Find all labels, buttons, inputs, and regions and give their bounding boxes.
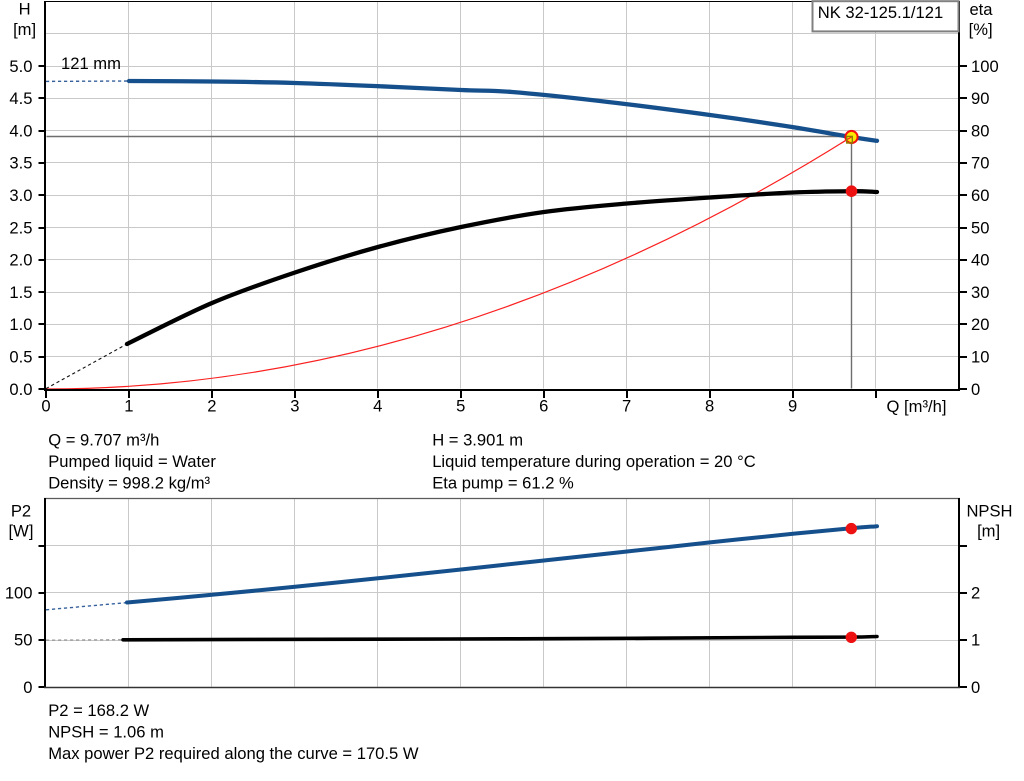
- svg-text:6: 6: [539, 397, 548, 416]
- svg-text:Eta pump = 61.2 %: Eta pump = 61.2 %: [432, 473, 574, 492]
- svg-text:60: 60: [971, 186, 989, 205]
- svg-text:5: 5: [456, 397, 465, 416]
- svg-text:Max power P2 required along th: Max power P2 required along the curve = …: [48, 744, 419, 763]
- svg-text:100: 100: [971, 57, 999, 76]
- svg-text:5.0: 5.0: [9, 57, 32, 76]
- svg-text:0: 0: [971, 678, 980, 697]
- svg-text:90: 90: [971, 89, 989, 108]
- svg-text:Q = 9.707 m³/h: Q = 9.707 m³/h: [48, 430, 159, 449]
- svg-text:40: 40: [971, 251, 989, 270]
- svg-text:1: 1: [971, 631, 980, 650]
- svg-text:3.0: 3.0: [9, 186, 32, 205]
- svg-text:[%]: [%]: [969, 20, 993, 39]
- svg-text:0: 0: [41, 397, 50, 416]
- svg-text:P2 = 168.2 W: P2 = 168.2 W: [48, 701, 149, 720]
- svg-text:20: 20: [971, 315, 989, 334]
- svg-text:10: 10: [971, 348, 989, 367]
- svg-text:1.5: 1.5: [9, 283, 32, 302]
- svg-text:NPSH = 1.06 m: NPSH = 1.06 m: [48, 722, 164, 741]
- svg-text:0: 0: [971, 380, 980, 399]
- svg-text:2.0: 2.0: [9, 251, 32, 270]
- svg-text:9: 9: [788, 397, 797, 416]
- svg-text:NPSH: NPSH: [966, 501, 1012, 520]
- svg-text:0: 0: [23, 678, 32, 697]
- svg-text:P2: P2: [11, 501, 31, 520]
- svg-text:3.5: 3.5: [9, 154, 32, 173]
- svg-text:0.0: 0.0: [9, 380, 32, 399]
- svg-text:30: 30: [971, 283, 989, 302]
- svg-text:Q [m³/h]: Q [m³/h]: [887, 397, 947, 416]
- svg-text:4.0: 4.0: [9, 121, 32, 140]
- svg-text:[W]: [W]: [9, 522, 34, 541]
- svg-text:Liquid temperature during oper: Liquid temperature during operation = 20…: [432, 452, 756, 471]
- svg-text:H: H: [19, 0, 31, 19]
- svg-text:50: 50: [14, 631, 32, 650]
- svg-text:NK 32-125.1/121: NK 32-125.1/121: [818, 3, 943, 22]
- svg-text:H = 3.901 m: H = 3.901 m: [432, 430, 523, 449]
- svg-text:7: 7: [622, 397, 631, 416]
- svg-text:80: 80: [971, 121, 989, 140]
- svg-text:[m]: [m]: [13, 20, 36, 39]
- svg-text:100: 100: [5, 584, 33, 603]
- svg-text:0.5: 0.5: [9, 348, 32, 367]
- svg-text:1.0: 1.0: [9, 315, 32, 334]
- svg-text:2.5: 2.5: [9, 218, 32, 237]
- svg-text:3: 3: [290, 397, 299, 416]
- svg-text:1: 1: [124, 397, 133, 416]
- svg-text:121 mm: 121 mm: [61, 54, 121, 73]
- svg-text:8: 8: [705, 397, 714, 416]
- svg-text:4: 4: [373, 397, 382, 416]
- svg-text:2: 2: [971, 584, 980, 603]
- svg-text:4.5: 4.5: [9, 89, 32, 108]
- svg-text:Density = 998.2 kg/m³: Density = 998.2 kg/m³: [48, 473, 210, 492]
- svg-text:2: 2: [207, 397, 216, 416]
- svg-text:50: 50: [971, 218, 989, 237]
- svg-text:Pumped liquid = Water: Pumped liquid = Water: [48, 452, 216, 471]
- svg-text:[m]: [m]: [977, 522, 1000, 541]
- svg-text:eta: eta: [969, 0, 993, 19]
- svg-text:70: 70: [971, 154, 989, 173]
